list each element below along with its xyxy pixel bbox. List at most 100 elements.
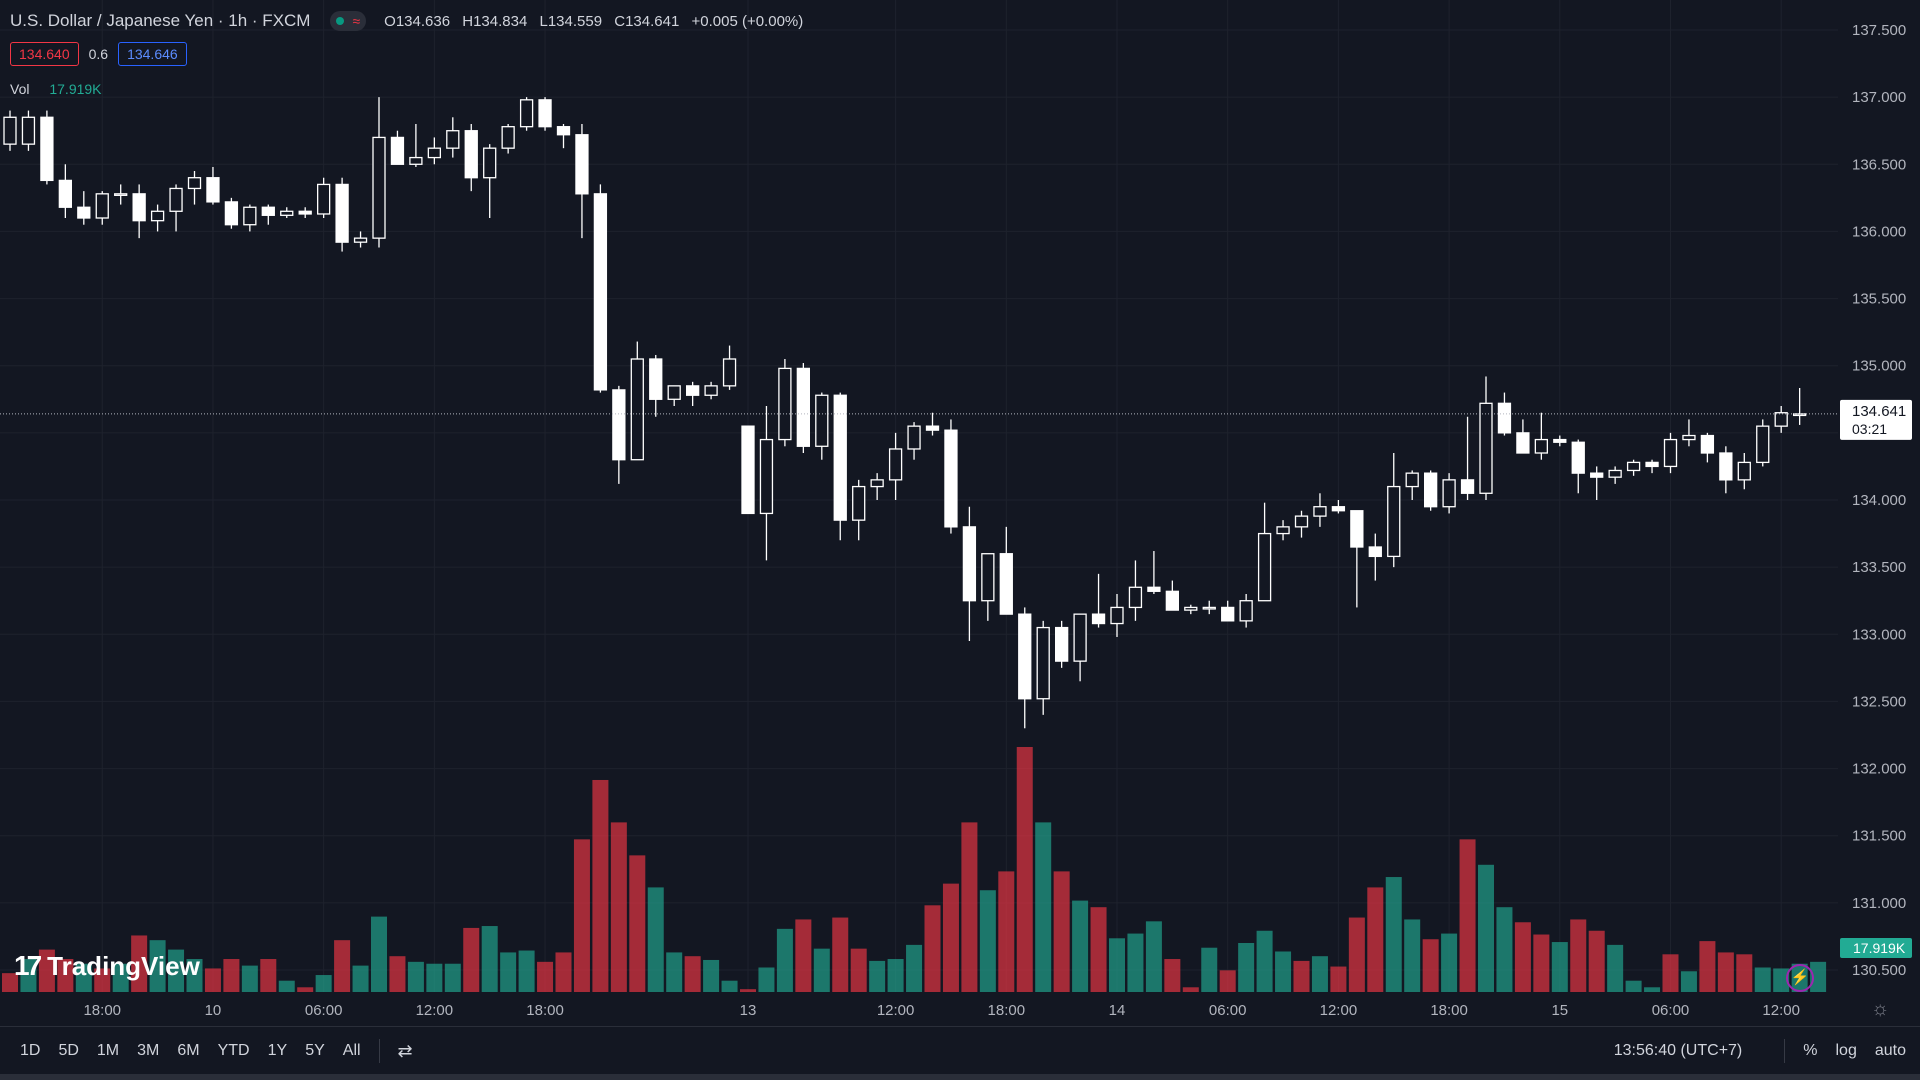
candle-body-down: [593, 193, 608, 391]
candle-body-up: [1405, 472, 1419, 488]
toolbar-divider: [1784, 1039, 1786, 1063]
current-price-countdown: 03:21: [1852, 421, 1887, 437]
candle-body-up: [759, 438, 774, 515]
volume-bar: [297, 987, 314, 992]
timeframe-5d-button[interactable]: 5D: [58, 1042, 79, 1059]
volume-value: 17.919K: [49, 81, 102, 97]
volume-bar: [389, 956, 406, 992]
candle-body-down: [1497, 402, 1512, 434]
volume-bar: [537, 961, 554, 992]
volume-bar: [979, 890, 996, 992]
candle-body-up: [1774, 412, 1788, 427]
buy-price-button[interactable]: 134.646: [118, 42, 187, 66]
volume-bar: [813, 948, 830, 992]
candle-body-up: [1663, 438, 1678, 468]
candle-body-up: [1036, 626, 1050, 700]
candle-body-up: [1756, 425, 1770, 464]
candle-body-down: [1700, 434, 1715, 454]
volume-bar: [241, 965, 258, 992]
candle-body-down: [58, 179, 72, 208]
volume-bar: [75, 963, 92, 992]
candle-body-down: [649, 358, 663, 400]
timeframe-6m-button[interactable]: 6M: [177, 1042, 200, 1059]
timeframe-ytd-button[interactable]: YTD: [217, 1042, 250, 1059]
volume-bar: [334, 940, 351, 992]
volume-bar: [1219, 970, 1236, 992]
sell-price-button[interactable]: 134.640: [10, 42, 79, 66]
timezone-clock[interactable]: 13:56:40 (UTC+7): [1613, 1042, 1743, 1059]
candle-body-up: [1793, 413, 1807, 417]
volume-bar: [168, 949, 185, 992]
volume-bar: [869, 960, 886, 992]
current-price-tag-value: 134.641: [1852, 403, 1906, 420]
candle-body-up: [3, 116, 17, 145]
candle-body-down: [1331, 506, 1346, 512]
candle-body-up: [870, 479, 884, 488]
volume-bar: [850, 948, 867, 992]
time-tick-label: 06:00: [1209, 1002, 1247, 1019]
volume-bar: [942, 883, 959, 992]
volume-bar: [1053, 871, 1070, 992]
timeframe-buttons: 1D 5D 1M 3M 6M YTD 1Y 5Y All: [20, 1042, 361, 1060]
candle-body-down: [1516, 432, 1530, 454]
candle-body-down: [1091, 613, 1106, 625]
logo-text: TradingView: [47, 950, 200, 981]
volume-last-tag-value: 17.919K: [1853, 940, 1906, 956]
volume-bar: [906, 944, 923, 992]
candle-body-up: [1313, 506, 1327, 517]
volume-bar: [1459, 839, 1476, 992]
volume-bar: [57, 959, 74, 992]
candle-body-down: [298, 210, 312, 215]
price-tick-label: 135.500: [1852, 291, 1906, 308]
timeframe-1m-button[interactable]: 1M: [96, 1042, 120, 1059]
volume-bar: [1514, 922, 1531, 992]
candle-body-up: [1239, 600, 1253, 622]
volume-bar: [758, 967, 775, 992]
symbol-title[interactable]: U.S. Dollar / Japanese Yen · 1h · FXCM: [10, 11, 311, 30]
settings-gear-icon[interactable]: ☼: [1871, 998, 1890, 1020]
timeframe-3m-button[interactable]: 3M: [137, 1042, 160, 1059]
volume-bar: [1478, 864, 1494, 992]
volume-bar: [1164, 959, 1181, 992]
volume-bar: [1016, 747, 1033, 992]
price-tick-label: 131.500: [1852, 828, 1906, 845]
go-to-date-icon[interactable]: ⇄: [397, 1040, 413, 1061]
volume-bar: [1736, 954, 1753, 992]
volume-bar: [1090, 907, 1107, 992]
candle-body-up: [667, 385, 681, 400]
time-tick-label: 18:00: [988, 1002, 1026, 1019]
volume-bar: [776, 928, 793, 992]
candle-body-down: [464, 130, 478, 179]
price-chart[interactable]: 137.500 137.000 136.500 136.000 135.500 135.0…: [0, 0, 1920, 1022]
volume-bar: [1496, 907, 1513, 992]
volume-bar: [1035, 822, 1052, 992]
percent-scale-toggle[interactable]: %: [1803, 1042, 1818, 1059]
log-scale-toggle[interactable]: log: [1835, 1042, 1857, 1059]
tradingview-logo[interactable]: 17 TradingView: [14, 950, 200, 982]
timeframe-1d-button[interactable]: 1D: [20, 1042, 41, 1059]
volume-bar: [1404, 919, 1421, 992]
market-status[interactable]: ≈: [330, 11, 367, 31]
candle-body-up: [1608, 469, 1622, 478]
low-label: L: [539, 12, 548, 30]
delay-wave-icon: ≈: [352, 13, 361, 29]
candle-body-up: [409, 156, 423, 165]
price-tick-label: 136.500: [1852, 156, 1906, 173]
auto-scale-toggle[interactable]: auto: [1874, 1042, 1906, 1059]
candle-body-up: [243, 206, 257, 226]
candle-body-down: [556, 126, 571, 136]
volume-bar: [1238, 943, 1255, 992]
timeframe-1y-button[interactable]: 1Y: [267, 1042, 288, 1059]
volume-bar: [20, 959, 37, 992]
volume-legend[interactable]: Vol 17.919K: [10, 81, 102, 97]
toolbar-right: 13:56:40 (UTC+7) % log auto: [1614, 1039, 1906, 1063]
candle-body-up: [427, 147, 442, 159]
lightning-icon[interactable]: ⚡: [1786, 964, 1814, 992]
timeframe-5y-button[interactable]: 5Y: [305, 1042, 325, 1059]
candle-body-up: [169, 187, 183, 212]
time-tick-label: 12:00: [877, 1002, 915, 1019]
time-axis: 18:00 10 06:00 12:00 18:00 13 12:00 18:00 14 06:0…: [83, 1002, 1799, 1019]
candle-body-down: [1018, 613, 1032, 700]
time-tick-label: 10: [205, 1002, 222, 1019]
timeframe-all-button[interactable]: All: [342, 1042, 361, 1059]
